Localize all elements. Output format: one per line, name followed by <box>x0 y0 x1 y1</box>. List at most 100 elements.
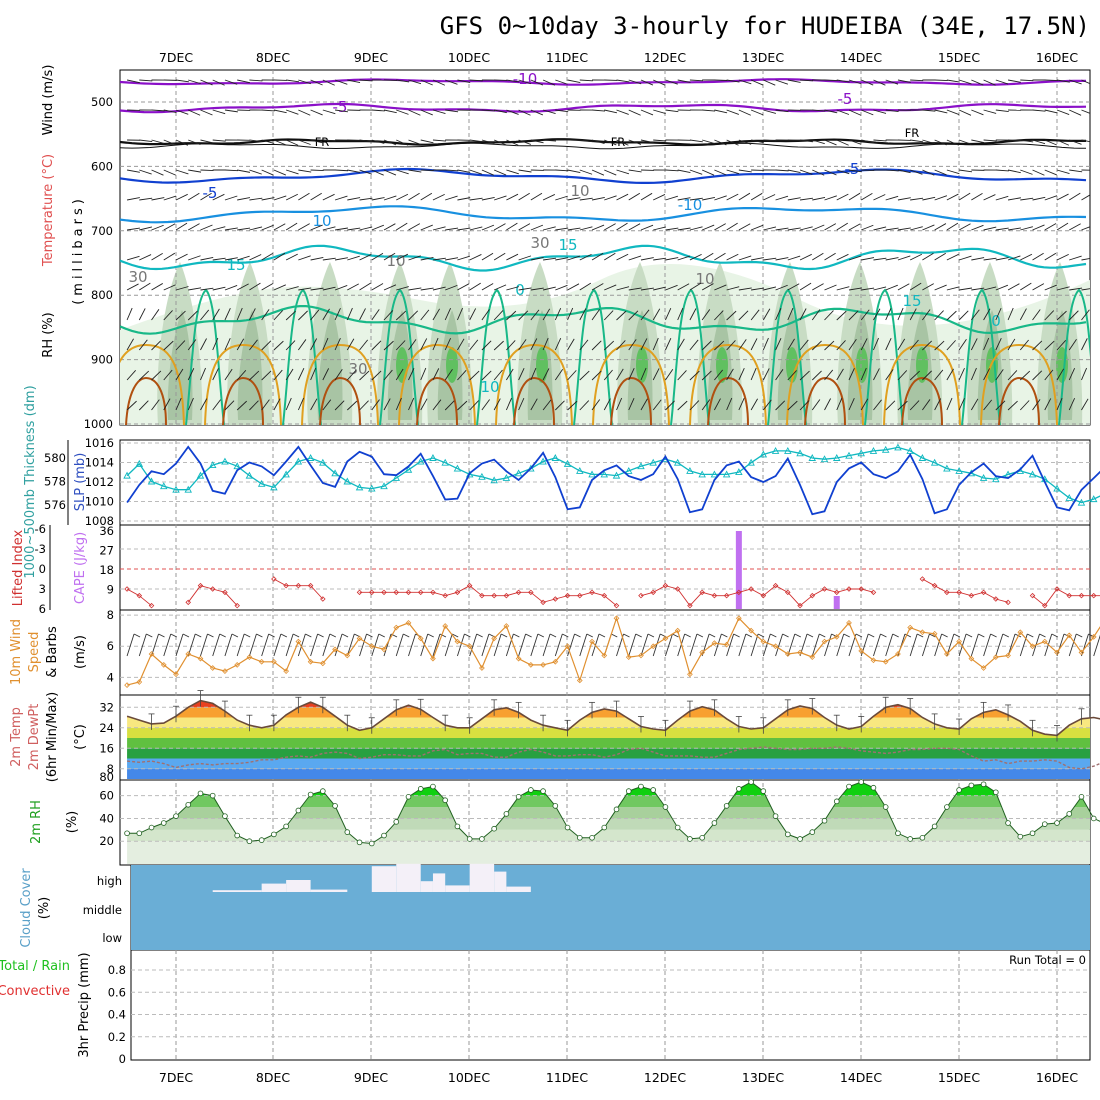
wind-barb <box>824 369 834 381</box>
wind-barb <box>934 139 947 146</box>
wind-barb <box>775 633 783 657</box>
rh-band <box>127 795 1090 808</box>
thickness-point <box>331 469 339 477</box>
wind-barb <box>799 400 810 411</box>
wind-barb <box>249 339 258 351</box>
rh-point <box>625 788 632 794</box>
wind-barb <box>751 257 764 261</box>
thickness-point <box>392 474 401 481</box>
wind-tick: 6 <box>107 639 114 653</box>
wind-barb <box>383 284 397 291</box>
wind-speed-point <box>1090 634 1097 640</box>
wind-barb <box>310 192 322 201</box>
day-labels-top: 7DEC 8DEC 9DEC 10DEC 11DEC 12DEC 13DEC 14DEC 15D… <box>159 50 1078 65</box>
wind-barb-flag <box>537 633 545 638</box>
thickness-tick: 578 <box>44 475 66 489</box>
wind-speed-point <box>870 657 877 664</box>
wind-barb <box>812 224 825 231</box>
day-label-top: 16DEC <box>1036 50 1078 65</box>
thickness-point <box>624 466 633 474</box>
wind-speed-point <box>234 662 241 668</box>
wind-barb <box>310 139 324 144</box>
wind-barb <box>958 139 972 145</box>
thickness-point <box>943 464 951 472</box>
temperature-contour-loop <box>592 343 670 425</box>
wind-barb <box>1056 79 1070 83</box>
wind-barb-flag <box>757 633 765 638</box>
rh-point <box>234 832 240 839</box>
wind-barb <box>603 340 615 351</box>
wind-speed-point <box>124 682 130 688</box>
wind-speed-point <box>393 624 400 631</box>
wind-barb <box>701 399 711 411</box>
wind-barb <box>934 310 944 321</box>
rh-point <box>173 813 179 819</box>
wind-barb <box>848 367 855 381</box>
wind-barb <box>910 226 923 231</box>
temperature-contour-loop <box>185 288 225 425</box>
wind-barb <box>861 257 875 261</box>
wind-barb <box>310 256 324 261</box>
wind-barb <box>787 400 798 411</box>
wind-barb <box>310 633 319 657</box>
wind-barb <box>812 109 826 112</box>
pressure-tick: 800 <box>91 288 113 302</box>
wind-barb <box>701 169 715 176</box>
wind-barb <box>604 139 617 146</box>
rh-point <box>491 825 497 832</box>
thickness-point <box>930 458 939 466</box>
wind-barb <box>603 369 613 381</box>
wind-barb-flag <box>745 633 753 638</box>
thickness-point <box>918 454 927 461</box>
wind-barb <box>322 257 336 261</box>
wind-barb <box>420 309 430 321</box>
wind-barb <box>457 197 471 201</box>
wind-barb <box>212 337 219 351</box>
wind-barb <box>885 257 899 261</box>
wind-barb <box>175 286 189 291</box>
wind-barb <box>298 223 310 231</box>
wind-barb <box>310 338 318 351</box>
rh-point <box>674 824 681 831</box>
wind-barb <box>750 398 758 411</box>
wind-speed-point <box>417 635 424 642</box>
thickness-point <box>490 476 498 484</box>
wind-barb <box>640 224 654 231</box>
wind-barb <box>812 283 824 291</box>
wind-barb <box>726 253 739 261</box>
wind-speed-point <box>711 640 718 646</box>
thickness-point <box>832 454 841 461</box>
wind-barb <box>1069 223 1081 231</box>
temperature-contour-loop <box>476 288 516 425</box>
wind-barb <box>371 197 385 201</box>
rh-point <box>638 783 644 790</box>
rh-point <box>907 836 913 842</box>
lifted-point <box>442 592 448 599</box>
wind-barb <box>469 226 483 231</box>
wind-barb <box>665 307 672 321</box>
wind-barb <box>298 287 312 291</box>
wind-barb <box>995 400 1006 411</box>
wind-barb <box>775 338 782 351</box>
thickness-point <box>1065 494 1073 501</box>
wind-barb <box>138 633 147 657</box>
wind-barb <box>481 283 494 291</box>
wind-barb <box>616 193 629 201</box>
cloud-level-label: low <box>102 931 122 945</box>
wind-barb-flag <box>195 633 202 638</box>
wind-barb <box>236 283 249 291</box>
wind-barb <box>408 192 420 201</box>
thickness-point <box>576 466 584 474</box>
wind-barb <box>861 79 874 86</box>
rh-blob-dark <box>167 310 193 420</box>
wind-barb <box>285 253 298 261</box>
wind-barb <box>224 368 233 381</box>
wind-barb <box>762 368 770 381</box>
wind-speed-point <box>197 655 204 662</box>
rh-band <box>127 841 1090 864</box>
wind-barb <box>714 195 727 201</box>
wind-barb <box>175 368 184 381</box>
wind-barb-flag <box>733 633 740 638</box>
wind-barb <box>591 139 605 144</box>
contour-label: 0 <box>991 312 1001 330</box>
